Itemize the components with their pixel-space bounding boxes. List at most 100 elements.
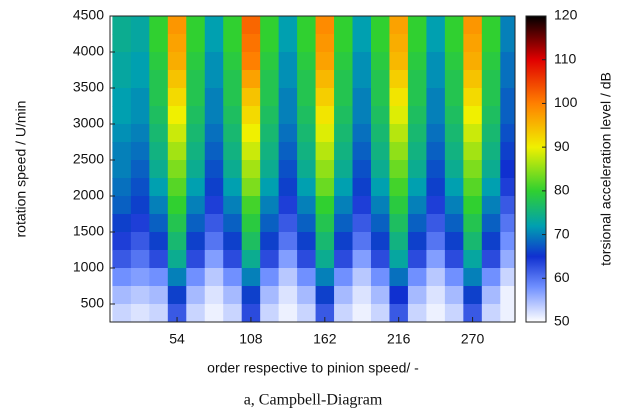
heatmap-cell — [112, 196, 131, 215]
heatmap-cell — [316, 106, 335, 125]
heatmap-cell — [389, 52, 408, 71]
heatmap-cell — [500, 70, 519, 89]
heatmap-cell — [316, 142, 335, 161]
heatmap-cell — [279, 70, 298, 89]
heatmap-cell — [408, 250, 427, 269]
heatmap-cell — [463, 214, 482, 233]
heatmap-cell — [223, 52, 242, 71]
heatmap-cell — [260, 88, 279, 107]
heatmap-cell — [242, 178, 261, 197]
heatmap-cell — [463, 160, 482, 179]
heatmap-cell — [353, 142, 372, 161]
heatmap-cell — [426, 52, 445, 71]
heatmap-cell — [149, 124, 168, 143]
heatmap-cell — [223, 34, 242, 53]
heatmap-cell — [242, 214, 261, 233]
colorbar-tick-label: 90 — [554, 138, 570, 154]
x-tick-label: 270 — [461, 331, 485, 347]
heatmap-cell — [371, 34, 390, 53]
heatmap-cell — [353, 196, 372, 215]
heatmap-cell — [426, 250, 445, 269]
heatmap-cell — [353, 250, 372, 269]
heatmap-cell — [482, 16, 501, 35]
heatmap-cell — [297, 16, 316, 35]
heatmap-cell — [149, 16, 168, 35]
heatmap-cell — [205, 70, 224, 89]
heatmap-cell — [426, 232, 445, 251]
heatmap-cell — [316, 16, 335, 35]
heatmap-cell — [131, 304, 150, 323]
heatmap-cell — [131, 232, 150, 251]
heatmap-cell — [482, 88, 501, 107]
heatmap-cell — [500, 88, 519, 107]
heatmap-cell — [149, 214, 168, 233]
heatmap-cell — [223, 106, 242, 125]
heatmap-cell — [223, 88, 242, 107]
heatmap-cell — [334, 250, 353, 269]
heatmap-cell — [205, 142, 224, 161]
heatmap-cell — [297, 124, 316, 143]
heatmap-cell — [371, 124, 390, 143]
heatmap-cell — [408, 106, 427, 125]
heatmap-cell — [223, 142, 242, 161]
heatmap-cell — [500, 196, 519, 215]
heatmap-cell — [186, 286, 205, 305]
colorbar-tick-label: 120 — [554, 7, 578, 23]
heatmap-cell — [260, 178, 279, 197]
heatmap-cell — [426, 88, 445, 107]
heatmap-cell — [316, 250, 335, 269]
heatmap-cell — [112, 232, 131, 251]
heatmap-cell — [426, 268, 445, 287]
heatmap-cell — [426, 70, 445, 89]
heatmap-cell — [260, 268, 279, 287]
heatmap-cell — [112, 214, 131, 233]
heatmap-cell — [371, 160, 390, 179]
heatmap-cell — [242, 286, 261, 305]
heatmap-cell — [463, 250, 482, 269]
heatmap-cell — [112, 304, 131, 323]
heatmap-cell — [482, 304, 501, 323]
heatmap-cell — [371, 286, 390, 305]
heatmap-cell — [242, 16, 261, 35]
y-tick-label: 1000 — [73, 259, 104, 275]
heatmap-cell — [426, 196, 445, 215]
heatmap-cell — [297, 160, 316, 179]
heatmap-cell — [279, 16, 298, 35]
heatmap-cell — [168, 34, 187, 53]
heatmap-cell — [112, 268, 131, 287]
x-tick-label: 54 — [169, 331, 185, 347]
heatmap-cell — [371, 196, 390, 215]
heatmap-cell — [279, 124, 298, 143]
heatmap-cell — [131, 34, 150, 53]
heatmap-cell — [482, 34, 501, 53]
heatmap-cell — [223, 250, 242, 269]
heatmap-cell — [408, 34, 427, 53]
heatmap-cell — [205, 160, 224, 179]
heatmap-cell — [463, 106, 482, 125]
heatmap-cell — [131, 160, 150, 179]
heatmap-cell — [334, 16, 353, 35]
heatmap-cell — [316, 70, 335, 89]
heatmap-cell — [334, 106, 353, 125]
heatmap-cell — [112, 70, 131, 89]
heatmap-cell — [297, 34, 316, 53]
heatmap-cell — [500, 232, 519, 251]
heatmap-cell — [186, 304, 205, 323]
heatmap-cell — [500, 304, 519, 323]
heatmap-cell — [149, 52, 168, 71]
heatmap-cell — [389, 268, 408, 287]
heatmap-cell — [112, 88, 131, 107]
heatmap-cell — [279, 88, 298, 107]
heatmap-cell — [482, 178, 501, 197]
heatmap-cell — [131, 142, 150, 161]
heatmap-cell — [408, 52, 427, 71]
heatmap-cell — [389, 106, 408, 125]
heatmap-cell — [242, 34, 261, 53]
y-tick-label: 1500 — [73, 223, 104, 239]
heatmap-cell — [482, 250, 501, 269]
heatmap-cell — [316, 286, 335, 305]
heatmap-cell — [168, 52, 187, 71]
y-tick-label: 4000 — [73, 43, 104, 59]
heatmap-cell — [168, 106, 187, 125]
heatmap-cell — [334, 196, 353, 215]
